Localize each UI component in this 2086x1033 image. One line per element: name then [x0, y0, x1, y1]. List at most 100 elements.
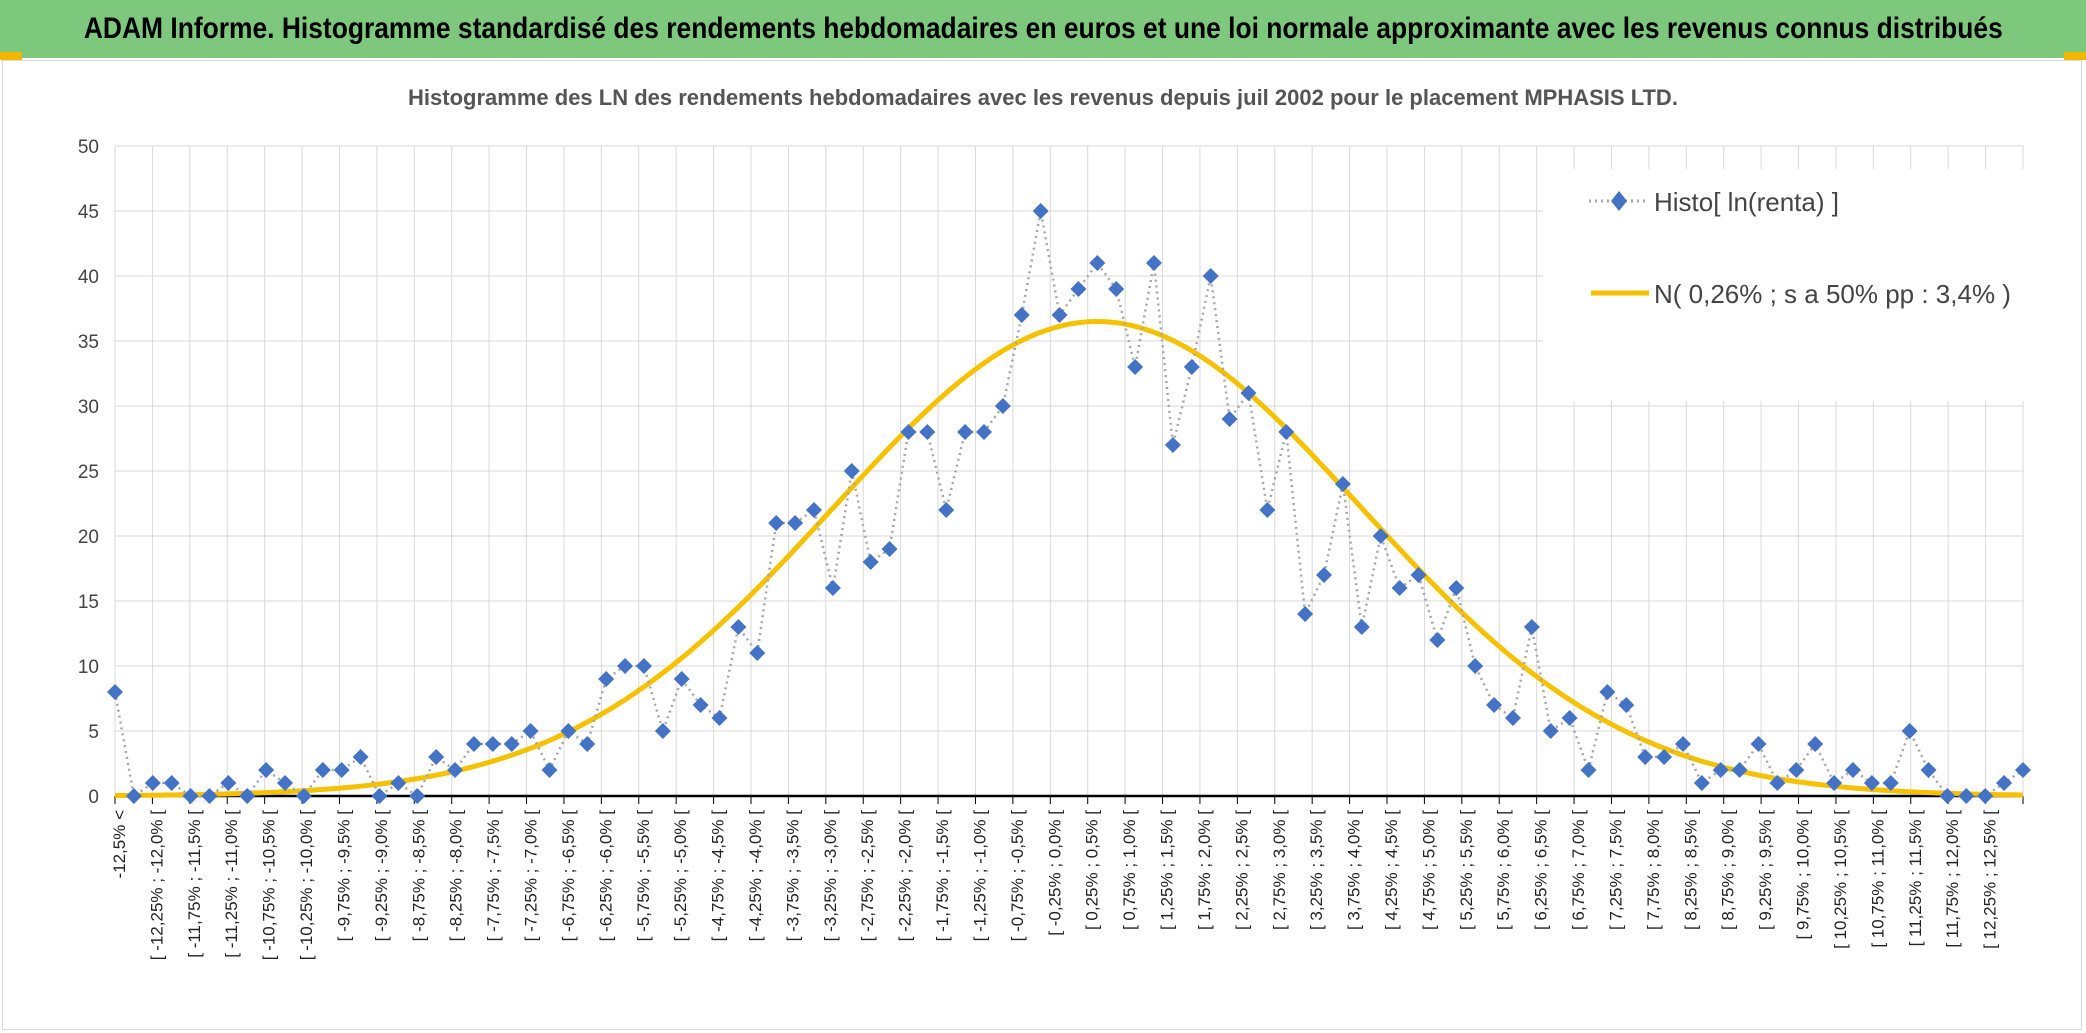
x-tick-label: [ -8,25% ; -8,0% [: [447, 810, 466, 942]
histogram-point: [1127, 359, 1144, 375]
x-tick-label: [ 8,75% ; 9,0% [: [1719, 810, 1738, 930]
histogram-point: [881, 541, 898, 557]
histogram-point: [1353, 619, 1370, 635]
x-tick-label: [ 6,25% ; 6,5% [: [1532, 810, 1551, 930]
y-tick-label: 0: [88, 787, 99, 808]
histogram-point: [1561, 710, 1578, 726]
banner-corner-accent-right: [2064, 52, 2086, 60]
x-tick-label: [ 9,25% ; 9,5% [: [1756, 810, 1775, 930]
histogram-point: [598, 671, 615, 687]
y-tick-label: 40: [78, 267, 99, 288]
y-tick-label: 5: [88, 722, 99, 743]
chart-title: Histogramme des LN des rendements hebdom…: [408, 85, 1678, 110]
x-tick-label: [ -5,25% ; -5,0% [: [671, 810, 690, 942]
histogram-point: [1674, 736, 1691, 752]
x-tick-label: [ -0,25% ; 0,0% [: [1045, 810, 1064, 936]
x-tick-label: [ -10,75% ; -10,5% [: [260, 810, 279, 961]
histogram-point: [1297, 606, 1314, 622]
histogram-point: [201, 788, 218, 804]
histogram-point: [163, 775, 180, 791]
histogram-point: [1769, 775, 1786, 791]
histogram-point: [1202, 268, 1219, 284]
histogram-point: [1108, 281, 1125, 297]
y-tick-label: 20: [78, 527, 99, 548]
histogram-point: [1372, 528, 1389, 544]
x-tick-label: [ -10,25% ; -10,0% [: [297, 810, 316, 961]
histogram-point: [1599, 684, 1616, 700]
histogram-point: [1788, 762, 1805, 778]
histogram-point: [617, 658, 634, 674]
histogram-point: [182, 788, 199, 804]
legend-histo-label: Histo[ ln(renta) ]: [1654, 187, 1839, 217]
x-tick-label: [ 3,75% ; 4,0% [: [1345, 810, 1364, 930]
histogram-point: [2015, 762, 2031, 778]
x-tick-label: [ 7,75% ; 8,0% [: [1644, 810, 1663, 930]
x-tick-label: [ 5,75% ; 6,0% [: [1494, 810, 1513, 930]
histogram-point: [503, 736, 520, 752]
histogram-point: [428, 749, 445, 765]
histogram-point: [975, 424, 992, 440]
histogram-point: [1448, 580, 1465, 596]
x-tick-label: [ -5,75% ; -5,5% [: [634, 810, 653, 942]
histogram-point: [1844, 762, 1861, 778]
histogram-point: [1637, 749, 1654, 765]
histogram-point: [1996, 775, 2013, 791]
y-tick-label: 35: [78, 332, 99, 353]
histogram-point: [1070, 281, 1087, 297]
histogram-point: [125, 788, 142, 804]
histogram-point: [1693, 775, 1710, 791]
histogram-point: [579, 736, 596, 752]
histogram-point: [1316, 567, 1333, 583]
histogram-point: [805, 502, 822, 518]
histogram-point: [1467, 658, 1484, 674]
x-tick-label: [ 5,25% ; 5,5% [: [1457, 810, 1476, 930]
x-tick-label: [ 10,75% ; 11,0% [: [1868, 810, 1887, 948]
x-tick-label: [ 9,75% ; 10,0% [: [1794, 810, 1813, 940]
legend: Histo[ ln(renta) ] N( 0,26% ; s a 50% pp…: [1543, 169, 2063, 401]
histogram-point: [749, 645, 766, 661]
legend-background: [1543, 169, 2063, 401]
histogram-point: [1958, 788, 1975, 804]
histogram-point: [144, 775, 161, 791]
x-tick-label: [ -2,25% ; -2,0% [: [896, 810, 915, 942]
histogram-point: [1486, 697, 1503, 713]
histogram-point: [711, 710, 728, 726]
histogram-point: [1712, 762, 1729, 778]
y-tick-label: 30: [78, 397, 99, 418]
x-tick-label: [ -6,25% ; -6,0% [: [596, 810, 615, 942]
histogram-point: [484, 736, 501, 752]
histogram-point: [314, 762, 331, 778]
legend-normal-label: N( 0,26% ; s a 50% pp : 3,4% ): [1654, 279, 2011, 309]
x-tick-label: [ 1,75% ; 2,0% [: [1195, 810, 1214, 930]
histogram-point: [1278, 424, 1295, 440]
y-tick-label: 15: [78, 592, 99, 613]
x-tick-label: [ -1,75% ; -1,5% [: [933, 810, 952, 942]
histogram-point: [277, 775, 294, 791]
x-tick-label: [ -12,25% ; -12,0% [: [147, 810, 166, 961]
x-tick-label: [ -7,75% ; -7,5% [: [484, 810, 503, 942]
x-tick-label: [ -11,75% ; -11,5% [: [185, 810, 204, 958]
histogram-point: [900, 424, 917, 440]
x-tick-label: [ -11,25% ; -11,0% [: [222, 810, 241, 958]
x-tick-label: [ -8,75% ; -8,5% [: [409, 810, 428, 942]
x-tick-label: [ 0,75% ; 1,0% [: [1120, 810, 1139, 930]
x-tick-label: [ 2,75% ; 3,0% [: [1270, 810, 1289, 930]
histogram-point: [220, 775, 237, 791]
x-tick-label: [ 11,25% ; 11,5% [: [1906, 810, 1925, 947]
histogram-point: [522, 723, 539, 739]
histogram-point: [1504, 710, 1521, 726]
chart-container: Histogramme des LN des rendements hebdom…: [2, 60, 2082, 1030]
y-tick-label: 25: [78, 462, 99, 483]
histogram-point: [1920, 762, 1937, 778]
x-tick-label: [ 1,25% ; 1,5% [: [1158, 810, 1177, 930]
histogram-point: [730, 619, 747, 635]
x-tick-label: [ -0,75% ; -0,5% [: [1008, 810, 1027, 942]
x-tick-label: [ 12,25% ; 12,5% [: [1981, 810, 2000, 949]
histogram-point: [1089, 255, 1106, 271]
histogram-point: [1863, 775, 1880, 791]
histogram-point: [541, 762, 558, 778]
histogram-point: [1580, 762, 1597, 778]
histogram-point: [1051, 307, 1068, 323]
histogram-point: [635, 658, 652, 674]
histogram-point: [1977, 788, 1994, 804]
